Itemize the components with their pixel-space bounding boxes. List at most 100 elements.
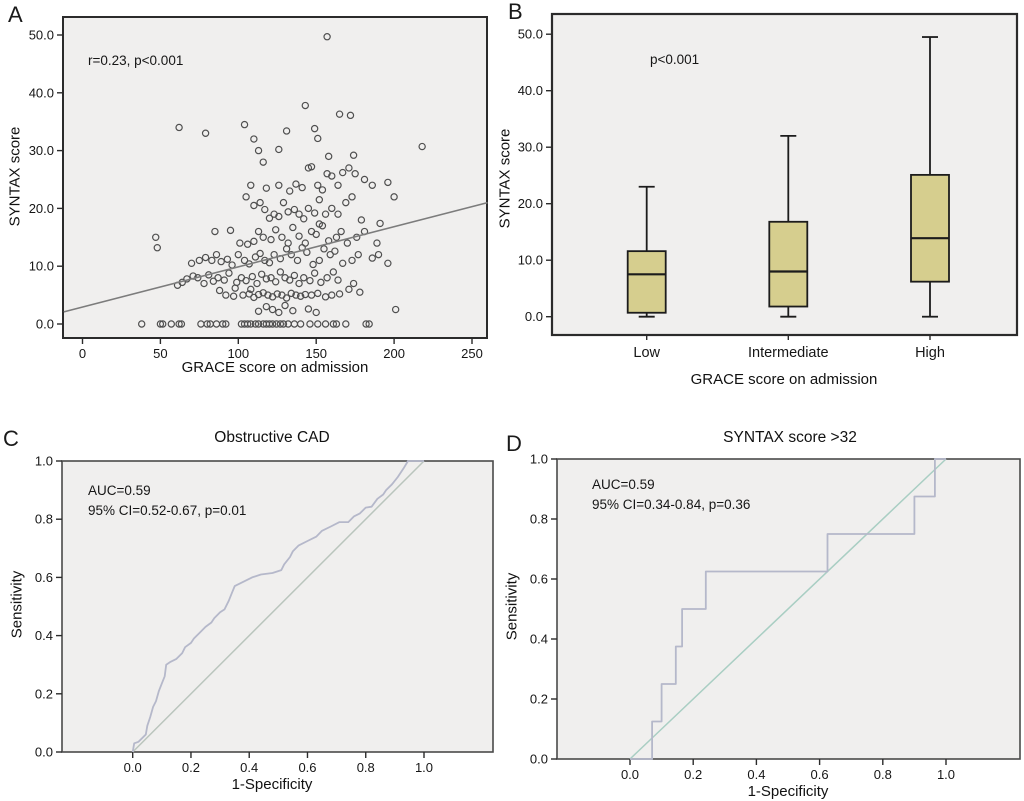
scatter-point <box>295 232 303 240</box>
scatter-point <box>247 320 255 328</box>
x-tick-label: 0.4 <box>240 760 258 775</box>
y-tick-label: 20.0 <box>518 196 543 211</box>
y-tick-label: 0.0 <box>36 317 54 332</box>
panel-d-y-axis-title: Sensitivity <box>503 572 521 641</box>
scatter-point <box>342 198 350 207</box>
panel-c-annotation-ci: 95% CI=0.52-0.67, p=0.01 <box>88 503 247 518</box>
scatter-point <box>250 201 258 210</box>
panel-a-scatter-plot: 0 50 100 150 200 250 0.0 10.0 20.0 30.0 40.0 50.0 <box>29 16 488 361</box>
scatter-point <box>273 290 281 298</box>
scatter-point <box>315 196 324 204</box>
scatter-point <box>175 123 183 132</box>
scatter-point <box>275 212 283 221</box>
scatter-point <box>211 227 219 236</box>
y-tick-label: 0.6 <box>530 572 548 587</box>
scatter-point <box>286 276 294 284</box>
iqr-box <box>768 220 809 308</box>
y-tick-label: 50.0 <box>518 27 543 42</box>
scatter-point <box>233 278 241 287</box>
box-intermediate <box>768 134 809 318</box>
scatter-point <box>345 164 353 172</box>
scatter-point <box>284 208 292 216</box>
panel-b-box-plot: 0.0 10.0 20.0 30.0 40.0 50.0 Low Intermediate Hi… <box>518 12 1019 361</box>
scatter-point <box>314 320 322 328</box>
y-tick-label: 0.0 <box>525 309 543 324</box>
scatter-point <box>254 227 263 236</box>
scatter-point <box>360 175 369 184</box>
scatter-point <box>312 230 320 239</box>
scatter-point <box>275 308 283 317</box>
scatter-point <box>279 198 288 207</box>
scatter-point <box>295 279 303 288</box>
scatter-point <box>309 260 317 269</box>
x-tick-label: 100 <box>227 346 249 361</box>
panel-c-letter: C <box>3 426 19 451</box>
panel-c-y-axis-title: Sensitivity <box>8 570 26 639</box>
scatter-point <box>292 180 300 188</box>
scatter-point <box>298 183 306 192</box>
scatter-point <box>177 320 186 328</box>
x-tick-label: 250 <box>461 346 483 361</box>
scatter-point <box>254 146 263 155</box>
panel-d-roc-plot: 0.0 0.2 0.4 0.6 0.8 1.0 0.0 0.2 0.4 0.6 0.8 1.0 <box>530 452 1021 782</box>
scatter-point <box>320 245 328 253</box>
panel-c-annotation-auc: AUC=0.59 <box>88 483 151 498</box>
scatter-point <box>201 253 210 262</box>
scatter-point <box>276 320 285 328</box>
scatter-point <box>247 285 255 294</box>
box-low <box>626 185 667 318</box>
panel-a-y-axis-title: SYNTAX score <box>6 126 24 227</box>
scatter-point <box>243 240 252 248</box>
scatter-point <box>253 279 261 288</box>
scatter-point <box>300 215 308 223</box>
scatter-point <box>334 181 342 189</box>
scatter-point <box>251 253 260 261</box>
scatter-point <box>264 291 272 299</box>
panel-c-title: Obstructive CAD <box>214 429 330 446</box>
scatter-point <box>175 320 183 328</box>
scatter-point <box>373 239 381 247</box>
scatter-point <box>240 256 249 265</box>
scatter-point <box>262 275 271 283</box>
scatter-point <box>262 184 271 192</box>
y-tick-label: 10.0 <box>29 259 54 274</box>
roc-curve <box>131 460 424 753</box>
scatter-point <box>203 320 211 328</box>
panel-b-x-axis-title: GRACE score on admission <box>690 371 878 388</box>
x-tick-label: 0.6 <box>811 767 829 782</box>
x-tick-label: 200 <box>383 346 405 361</box>
scatter-point <box>329 320 338 328</box>
scatter-point <box>242 193 250 201</box>
scatter-point <box>418 142 426 151</box>
category-label: Low <box>633 345 660 361</box>
panel-d-letter: D <box>506 431 522 456</box>
y-tick-label: 40.0 <box>29 85 54 100</box>
panel-c-roc-plot: 0.0 0.2 0.4 0.6 0.8 1.0 0.0 0.2 0.4 0.6 0.8 1.0 <box>35 454 494 775</box>
scatter-point <box>251 320 260 328</box>
scatter-point <box>323 33 331 41</box>
scatter-point <box>167 320 176 328</box>
scatter-point <box>292 291 300 299</box>
y-tick-label: 10.0 <box>518 253 543 268</box>
scatter-point <box>374 250 383 259</box>
panel-b-annotation: p<0.001 <box>650 52 700 67</box>
y-tick-label: 0.2 <box>530 692 548 707</box>
scatter-point <box>376 219 384 228</box>
y-tick-label: 20.0 <box>29 201 54 216</box>
scatter-point <box>349 151 358 159</box>
y-tick-label: 1.0 <box>530 452 548 467</box>
scatter-point <box>304 204 313 213</box>
x-tick-label: 0.2 <box>182 760 200 775</box>
scatter-point <box>222 291 230 299</box>
scatter-point <box>335 110 344 118</box>
scatter-point <box>390 193 398 201</box>
scatter-point <box>321 210 330 218</box>
scatter-point <box>236 239 244 247</box>
scatter-point <box>281 301 289 310</box>
scatter-point <box>247 181 255 189</box>
y-tick-label: 0.0 <box>530 752 548 767</box>
scatter-point <box>217 257 225 266</box>
scatter-point <box>315 256 324 265</box>
